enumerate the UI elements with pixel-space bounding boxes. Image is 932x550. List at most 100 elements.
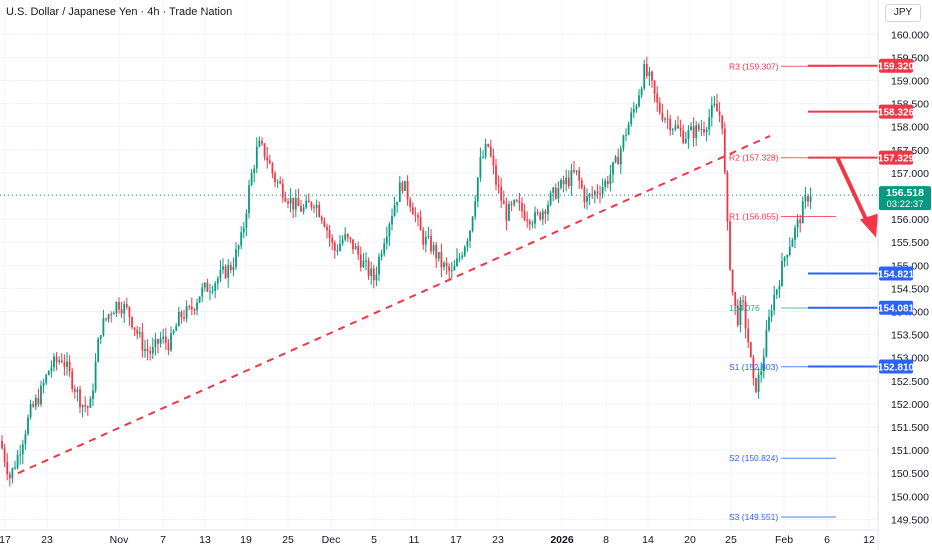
candle-body	[726, 172, 729, 222]
candle-body	[658, 102, 661, 113]
candle-body	[643, 64, 646, 89]
candle-body	[422, 230, 425, 245]
candle-body	[716, 103, 718, 112]
candle-body	[58, 360, 61, 362]
candle-body	[346, 234, 349, 238]
candle-body	[409, 199, 412, 208]
currency-selector[interactable]: JPY	[885, 4, 921, 22]
candle-body	[339, 243, 341, 251]
candle-body	[458, 257, 461, 259]
candle-body	[661, 112, 664, 120]
candle-body	[60, 360, 63, 363]
candle-body	[310, 202, 313, 208]
candle-body	[450, 270, 453, 272]
candle-body	[406, 180, 409, 200]
candle-body	[86, 406, 89, 408]
pivot-label-s1: S1 (152.803)	[729, 362, 778, 372]
candle-body	[305, 200, 308, 208]
candle-body	[378, 256, 380, 275]
candle-body	[749, 342, 752, 358]
candle-body	[544, 211, 547, 215]
candle-body	[29, 404, 32, 418]
candle-body	[294, 198, 297, 210]
candle-body	[19, 454, 22, 456]
candle-body	[687, 130, 690, 139]
candle-body	[144, 349, 146, 351]
candle-body	[224, 266, 227, 278]
candle-body	[232, 266, 235, 271]
x-tick-label: 5	[371, 534, 377, 546]
candle-body	[521, 202, 523, 212]
candle-body	[560, 179, 562, 188]
candle-body	[357, 246, 360, 255]
candle-body	[125, 304, 128, 307]
candle-body	[775, 289, 778, 295]
candle-body	[656, 93, 659, 103]
candle-body	[292, 197, 295, 210]
candle-body	[229, 265, 232, 271]
candle-body	[105, 318, 107, 320]
candle-body	[497, 184, 500, 187]
candle-body	[596, 191, 599, 194]
candle-body	[76, 389, 79, 392]
candle-body	[781, 261, 783, 286]
candle-body	[482, 156, 484, 158]
candle-body	[209, 291, 211, 293]
candle-body	[50, 367, 53, 372]
candle-body	[3, 448, 6, 462]
y-tick-label: 153.500	[891, 330, 929, 342]
candle-body	[42, 382, 45, 386]
y-tick-label: 149.500	[891, 514, 929, 526]
candle-body	[261, 140, 263, 144]
candle-body	[736, 305, 739, 326]
candle-body	[268, 160, 271, 164]
candle-body	[133, 327, 136, 330]
pivot-label-r3: R3 (159.307)	[729, 61, 779, 71]
candle-body	[609, 174, 612, 185]
candle-body	[635, 106, 638, 109]
y-tick-label: 150.000	[891, 491, 929, 503]
candle-body	[739, 300, 742, 326]
candle-body	[404, 180, 406, 191]
candle-body	[138, 332, 141, 334]
candle-body	[690, 126, 692, 131]
candle-body	[211, 290, 214, 292]
candle-body	[383, 243, 386, 255]
candle-body	[297, 198, 300, 207]
candle-body	[794, 227, 796, 240]
candle-body	[222, 266, 224, 270]
candle-body	[190, 306, 193, 310]
candle-body	[136, 329, 139, 334]
candle-body	[474, 201, 477, 217]
candle-body	[219, 269, 222, 279]
candle-body	[713, 103, 716, 106]
candle-body	[443, 262, 445, 268]
candle-body	[424, 236, 427, 245]
candle-body	[180, 311, 183, 318]
candle-body	[440, 252, 443, 268]
candle-body	[47, 371, 50, 375]
candle-body	[801, 201, 804, 224]
candle-body	[653, 80, 656, 94]
candle-body	[578, 170, 581, 181]
candle-body	[32, 404, 35, 407]
candle-body	[352, 239, 354, 250]
candle-body	[6, 461, 9, 475]
candle-body	[14, 467, 16, 469]
candle-body	[193, 309, 196, 311]
price-label-bg	[879, 58, 913, 73]
candle-body	[492, 155, 495, 166]
candle-body	[40, 385, 42, 405]
candle-body	[245, 213, 248, 228]
x-tick-label: 23	[41, 534, 53, 546]
x-tick-label: 12	[863, 534, 875, 546]
y-tick-label: 160.000	[891, 29, 929, 41]
y-tick-label: 158.000	[891, 122, 929, 134]
candle-body	[281, 183, 284, 198]
candle-body	[612, 162, 614, 175]
candle-body	[708, 117, 711, 130]
candle-body	[508, 203, 510, 221]
candle-body	[526, 219, 529, 221]
candle-body	[432, 244, 435, 252]
